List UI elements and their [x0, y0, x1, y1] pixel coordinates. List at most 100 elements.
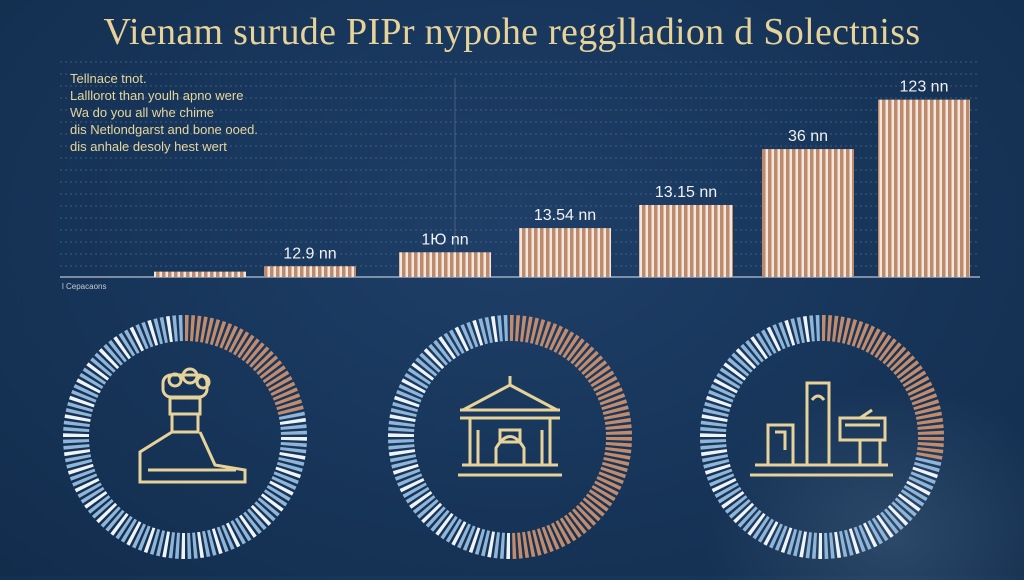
ring-segment: [63, 449, 91, 457]
ring-segment: [388, 420, 415, 427]
ring-segment: [908, 476, 934, 490]
ring-segment: [192, 532, 198, 559]
ring-segment-highlight: [272, 387, 298, 401]
ring-segment-highlight: [228, 328, 244, 353]
ring-segment-highlight: [865, 328, 881, 353]
bar: [878, 99, 970, 277]
ring-segment: [243, 511, 262, 535]
ring-segment-highlight: [577, 350, 599, 372]
ring-segment: [416, 499, 439, 519]
ring-segment: [740, 343, 760, 366]
ring-segment: [254, 501, 276, 522]
ring-segment-highlight: [914, 405, 941, 415]
ring-segment: [149, 528, 161, 555]
page-title: Vienam surude PIPr nypohe regglladion d …: [103, 11, 921, 53]
ring-segment: [871, 517, 889, 542]
notes-block: Tellnace tnot. Lalllorot than youlh apno…: [70, 70, 310, 155]
ring-segment-highlight: [562, 334, 580, 359]
ring-segment: [65, 408, 92, 418]
ring-segment: [388, 439, 415, 444]
ring-segment-highlight: [575, 504, 597, 526]
ring-segment-highlight: [605, 442, 632, 448]
bar-data-label: 12.9 nn: [283, 245, 336, 262]
ring-segment: [63, 439, 90, 444]
ring-segment-highlight: [600, 466, 627, 479]
ring-segment: [786, 528, 798, 555]
ring-segment: [503, 315, 508, 342]
ring-segment-highlight: [237, 334, 255, 359]
ring-segment: [700, 420, 727, 427]
ring-segment: [280, 447, 307, 454]
note-line: dis Netlondgarst and bone ooed.: [70, 122, 258, 137]
ring-segment-highlight: [549, 325, 563, 351]
ring-segment-highlight: [905, 376, 930, 392]
ring-segment-highlight: [605, 430, 632, 435]
ring-segment: [848, 528, 860, 555]
ring-segment-highlight: [902, 370, 927, 388]
ring-segment: [113, 336, 131, 360]
ring-segment: [401, 378, 426, 394]
ring-segment: [108, 339, 127, 363]
ring-segment: [790, 318, 800, 345]
ring-segment: [884, 508, 904, 531]
ring-segment: [280, 430, 307, 435]
ring-segment: [703, 459, 730, 469]
ring-segment: [780, 527, 793, 554]
ring-segment: [269, 480, 294, 496]
ring-segment-highlight: [550, 522, 566, 548]
ring-segment: [799, 531, 807, 558]
ring-segment-highlight: [604, 417, 632, 425]
bar-data-label: 1Ю nn: [421, 231, 468, 248]
ring-segment-highlight: [893, 355, 916, 375]
ring-segment: [445, 518, 462, 543]
ring-segment: [419, 352, 441, 373]
axis-caption: l Cepacaons: [62, 282, 107, 291]
ring-segment: [273, 471, 299, 485]
ring-segment: [708, 389, 734, 403]
ring-segment: [74, 477, 100, 493]
ring-segment: [165, 315, 173, 343]
ring-segment: [731, 352, 753, 373]
ring-segment: [752, 515, 770, 540]
ring-segment: [279, 417, 307, 425]
ring-segment: [132, 523, 146, 549]
ring-segment: [784, 319, 796, 346]
ring-segment-highlight: [861, 325, 875, 351]
ring-segment: [66, 459, 93, 469]
ring-segment: [388, 426, 415, 432]
ring-segment: [438, 336, 456, 360]
ring-segment: [280, 424, 307, 430]
ring-segment-highlight: [581, 355, 604, 375]
ring-segment: [129, 326, 145, 352]
bar-data-label: 13.54 nn: [534, 207, 596, 224]
ring-segment: [701, 454, 729, 463]
ring-segment: [701, 414, 728, 422]
ring-segment-highlight: [601, 461, 628, 473]
ring-segment: [802, 315, 810, 343]
ring-segment: [723, 362, 747, 381]
ring-segment: [276, 461, 303, 473]
ring-segment-highlight: [822, 315, 826, 342]
ring-segment: [63, 433, 90, 437]
ring-segment-highlight: [899, 365, 923, 383]
ring-segment: [388, 444, 415, 450]
ring-segment: [115, 515, 133, 540]
ring-segment: [894, 497, 917, 517]
ring-segment: [484, 316, 493, 344]
ring-segment: [906, 480, 931, 496]
ring-segment: [79, 372, 104, 389]
ring-segment: [858, 524, 872, 550]
ring-segment: [425, 506, 446, 528]
ring-segment: [710, 384, 736, 398]
bar-data-label: 36 nn: [788, 128, 828, 145]
ring-segment: [271, 476, 297, 490]
ring-segment: [900, 489, 925, 507]
ring-segment: [137, 525, 151, 551]
ring-segment-highlight: [252, 350, 274, 372]
ring-segment: [793, 530, 803, 557]
ring-segment-highlight: [917, 424, 944, 430]
ring-segment: [714, 482, 739, 498]
ring-segment: [72, 473, 98, 487]
ring-segment: [839, 530, 848, 558]
